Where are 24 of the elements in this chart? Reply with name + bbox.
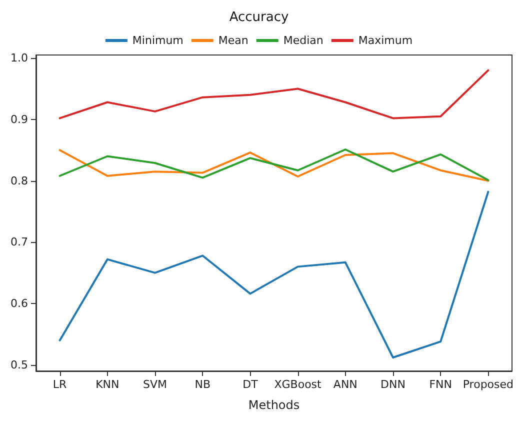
x-tick-label: ANN (333, 378, 358, 391)
legend-label: Mean (218, 34, 248, 47)
x-tick-label: Proposed (462, 378, 514, 391)
x-tick-label: XGBoost (274, 378, 322, 391)
line-series (58, 69, 490, 120)
chart-title: Accuracy (229, 10, 289, 25)
legend-label: Median (283, 34, 324, 47)
x-tick-label: FNN (429, 378, 452, 391)
line-series (58, 190, 490, 358)
x-tick-label: DT (242, 378, 258, 391)
y-tick-label: 0.9 (10, 112, 28, 126)
legend-label: Minimum (132, 34, 184, 47)
x-tick-label: LR (52, 378, 68, 391)
y-tick-label: 0.7 (10, 236, 28, 249)
legend-label: Maximum (358, 34, 413, 47)
x-tick-label: SVM (143, 378, 167, 391)
x-tick-label: KNN (96, 378, 120, 391)
y-tick-label: 0.5 (10, 358, 28, 372)
x-tick-label: DNN (380, 378, 406, 391)
y-tick-label: 0.6 (10, 297, 28, 310)
y-tick-label: 1.0 (10, 52, 28, 65)
x-tick-label: NB (194, 378, 210, 391)
y-tick-label: 0.8 (10, 174, 28, 188)
x-axis-title: Methods (248, 398, 300, 412)
